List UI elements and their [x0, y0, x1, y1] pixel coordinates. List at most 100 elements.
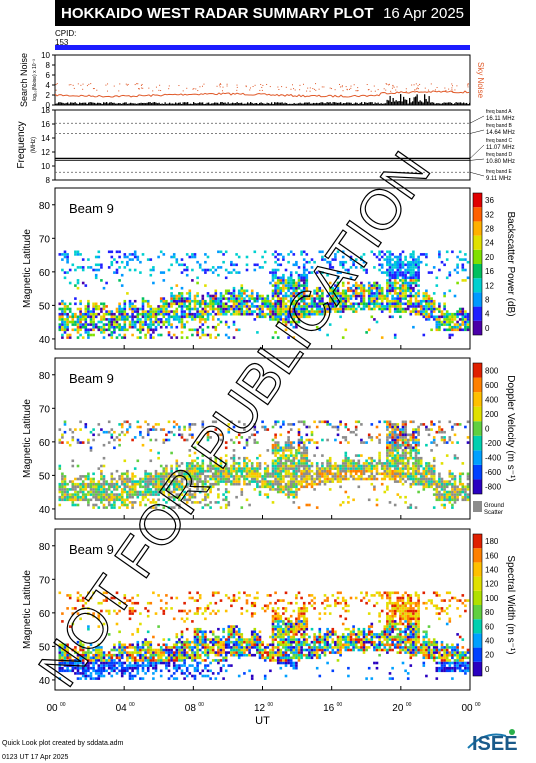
heatmap-cell: [373, 305, 376, 308]
heatmap-cell: [292, 292, 296, 295]
heatmap-cell: [206, 430, 210, 434]
heatmap-cell: [100, 315, 103, 319]
heatmap-cell: [349, 305, 353, 308]
heatmap-cell: [409, 294, 413, 298]
heatmap-cell: [315, 477, 319, 481]
heatmap-cell: [105, 661, 108, 665]
heatmap-cell: [232, 456, 236, 460]
heatmap-cell: [386, 488, 389, 491]
heatmap-cell: [375, 289, 379, 293]
heatmap-cell: [193, 253, 197, 256]
heatmap-cell: [172, 253, 176, 256]
heatmap-cell: [100, 609, 103, 613]
heatmap-cell: [406, 443, 410, 447]
heatmap-cell: [66, 320, 69, 324]
heatmap-cell: [188, 294, 192, 298]
plot-header: HOKKAIDO WEST RADAR SUMMARY PLOT 16 Apr …: [55, 0, 470, 26]
heatmap-cell: [373, 297, 376, 300]
heatmap-cell: [354, 467, 358, 470]
heatmap-cell: [430, 420, 433, 424]
heatmap-cell: [206, 438, 210, 442]
heatmap-cell: [139, 477, 142, 481]
heatmap-cell: [87, 599, 90, 602]
heatmap-cell: [256, 315, 259, 319]
sky-noise-point: [285, 86, 287, 88]
heatmap-cell: [396, 310, 400, 313]
heatmap-cell: [274, 433, 277, 437]
heatmap-cell: [113, 646, 116, 649]
heatmap-cell: [261, 255, 264, 259]
heatmap-cell: [193, 423, 197, 426]
heatmap-cell: [110, 428, 114, 431]
heatmap-cell: [380, 294, 384, 298]
search-noise-bar: [403, 96, 405, 105]
heatmap-cell: [92, 480, 95, 483]
heatmap-cell: [250, 302, 254, 306]
heatmap-cell: [154, 488, 158, 491]
heatmap-cell: [289, 302, 293, 306]
freq-tick-label: 16: [41, 120, 50, 129]
heatmap-cell: [183, 263, 186, 267]
heatmap-cell: [357, 305, 361, 308]
freq-band-value: 10.80 MHz: [486, 159, 515, 165]
sky-noise-point: [245, 86, 247, 88]
heatmap-cell: [456, 310, 459, 313]
heatmap-cell: [232, 294, 236, 298]
heatmap-cell: [126, 664, 129, 667]
heatmap-cell: [404, 255, 407, 259]
heatmap-cell: [297, 297, 301, 300]
heatmap-cell: [71, 482, 75, 486]
heatmap-cell: [425, 482, 428, 486]
heatmap-cell: [175, 297, 179, 300]
heatmap-cell: [76, 325, 80, 329]
heatmap-cell: [391, 436, 394, 439]
heatmap-cell: [245, 443, 249, 447]
heatmap-cell: [451, 493, 454, 496]
search-noise-bar: [457, 102, 459, 105]
heatmap-cell: [92, 428, 95, 431]
heatmap-cell: [92, 485, 95, 489]
heatmap-cell: [74, 320, 77, 324]
heatmap-cell: [406, 462, 410, 465]
heatmap-cell: [230, 305, 233, 308]
search-noise-bar: [443, 102, 445, 105]
heatmap-cell: [318, 307, 322, 311]
heatmap-cell: [305, 456, 309, 460]
heatmap-cell: [100, 648, 103, 652]
heatmap-cell: [336, 284, 340, 287]
heatmap-cell: [321, 289, 324, 293]
heatmap-cell: [175, 469, 179, 473]
heatmap-cell: [282, 490, 285, 494]
heatmap-cell: [263, 477, 267, 481]
heatmap-cell: [393, 281, 397, 285]
heatmap-cell: [146, 493, 150, 496]
heatmap-cell: [412, 482, 415, 486]
heatmap-cell: [388, 467, 392, 470]
search-noise-bar: [353, 103, 355, 105]
heatmap-cell: [292, 464, 296, 468]
heatmap-cell: [282, 423, 285, 426]
heatmap-cell: [243, 305, 246, 308]
heatmap-cell: [198, 501, 202, 504]
sky-noise-point: [436, 87, 438, 89]
heatmap-cell: [102, 302, 106, 306]
heatmap-cell: [141, 323, 145, 326]
heatmap-cell: [139, 430, 142, 434]
heatmap-cell: [295, 281, 298, 285]
heatmap-cell: [61, 480, 64, 483]
heatmap-cell: [183, 325, 186, 329]
sky-noise-point: [467, 84, 469, 86]
heatmap-cell: [289, 467, 293, 470]
heatmap-cell: [110, 495, 114, 499]
heatmap-cell: [128, 302, 132, 306]
heatmap-cell: [128, 485, 132, 489]
heatmap-cell: [448, 490, 452, 494]
heatmap-cell: [287, 430, 290, 434]
heatmap-cell: [71, 501, 75, 504]
heatmap-cell: [118, 640, 121, 644]
heatmap-cell: [126, 475, 129, 478]
heatmap-cell: [175, 495, 179, 499]
heatmap-cell: [456, 312, 459, 316]
heatmap-cell: [336, 250, 340, 254]
search-noise-bar: [235, 103, 237, 105]
